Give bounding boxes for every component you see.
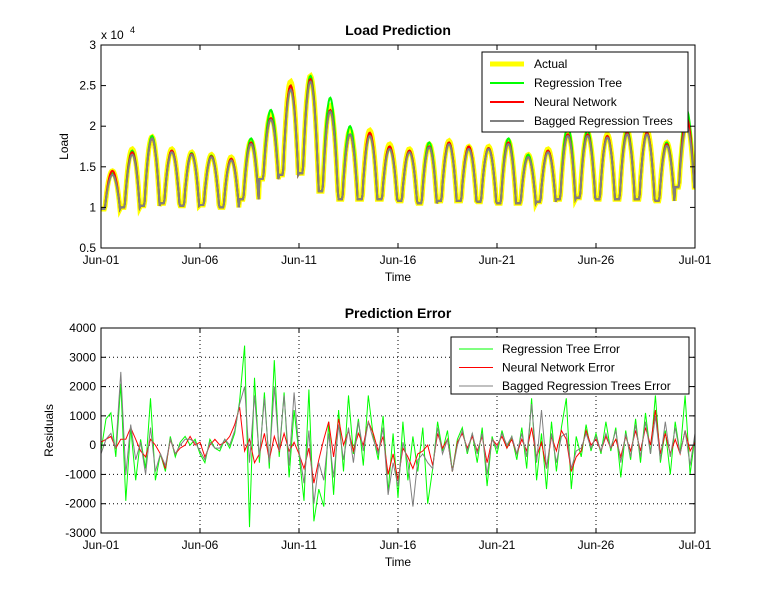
y-tick-label: 4000 — [69, 321, 96, 335]
y-multiplier-exponent: 4 — [130, 25, 135, 35]
series-line-2 — [101, 371, 695, 507]
y-tick-label: 2.5 — [79, 79, 96, 93]
y-tick-label: 2 — [89, 119, 96, 133]
x-tick-label: Jun-01 — [83, 538, 120, 552]
y-tick-label: 1.5 — [79, 160, 96, 174]
chart-title: Load Prediction — [345, 22, 451, 38]
x-axis-label: Time — [385, 270, 412, 284]
y-tick-label: 2000 — [69, 380, 96, 394]
x-tick-label: Jun-21 — [479, 538, 516, 552]
x-tick-label: Jun-06 — [182, 538, 219, 552]
y-tick-label: -1000 — [65, 467, 96, 481]
chart-1: Jun-01 Jun-06 Jun-11 Jun-16 Jun-21 Jun-26 Jul-… — [42, 305, 712, 569]
y-tick-label: 1000 — [69, 409, 96, 423]
y-tick-label: -2000 — [65, 497, 96, 511]
y-tick-label: 1 — [89, 200, 96, 214]
y-tick-label: 3000 — [69, 350, 96, 364]
y-axis-label: Residuals — [42, 404, 56, 457]
legend-label: Bagged Regression Trees — [534, 114, 673, 128]
legend: Regression Tree Error Neural Network Erro… — [450, 336, 690, 395]
y-tick-label: 0.5 — [79, 241, 96, 255]
legend-box — [450, 336, 690, 395]
x-tick-label: Jul-01 — [679, 538, 712, 552]
legend-label: Neural Network Error — [502, 361, 615, 375]
y-tick-label: 3 — [89, 38, 96, 52]
x-tick-label: Jun-01 — [83, 253, 120, 267]
y-tick-label: -3000 — [65, 526, 96, 540]
x-tick-label: Jul-01 — [679, 253, 712, 267]
legend-label: Actual — [534, 57, 567, 71]
series-line-3 — [101, 80, 695, 213]
legend-label: Regression Tree — [534, 76, 622, 90]
legend-label: Regression Tree Error — [502, 342, 620, 356]
y-tick-label: 0 — [89, 438, 96, 452]
x-tick-label: Jun-26 — [578, 538, 615, 552]
y-axis-label: Load — [57, 133, 71, 160]
x-tick-label: Jun-11 — [281, 253, 317, 267]
legend: Actual Regression Tree Neural Network Bagge… — [481, 51, 689, 133]
legend-label: Neural Network — [534, 95, 618, 109]
chart-0: Jun-01 Jun-06 Jun-11 Jun-16 Jun-21 Jun-26 Jul-… — [57, 22, 712, 284]
x-tick-label: Jun-21 — [479, 253, 516, 267]
y-multiplier: x 10 — [101, 28, 124, 42]
x-tick-label: Jun-16 — [380, 253, 417, 267]
x-tick-label: Jun-16 — [380, 538, 417, 552]
chart-title: Prediction Error — [345, 305, 452, 321]
x-axis-label: Time — [385, 555, 412, 569]
x-tick-label: Jun-06 — [182, 253, 219, 267]
legend-label: Bagged Regression Trees Error — [502, 379, 671, 393]
x-tick-label: Jun-26 — [578, 253, 615, 267]
x-tick-label: Jun-11 — [281, 538, 317, 552]
